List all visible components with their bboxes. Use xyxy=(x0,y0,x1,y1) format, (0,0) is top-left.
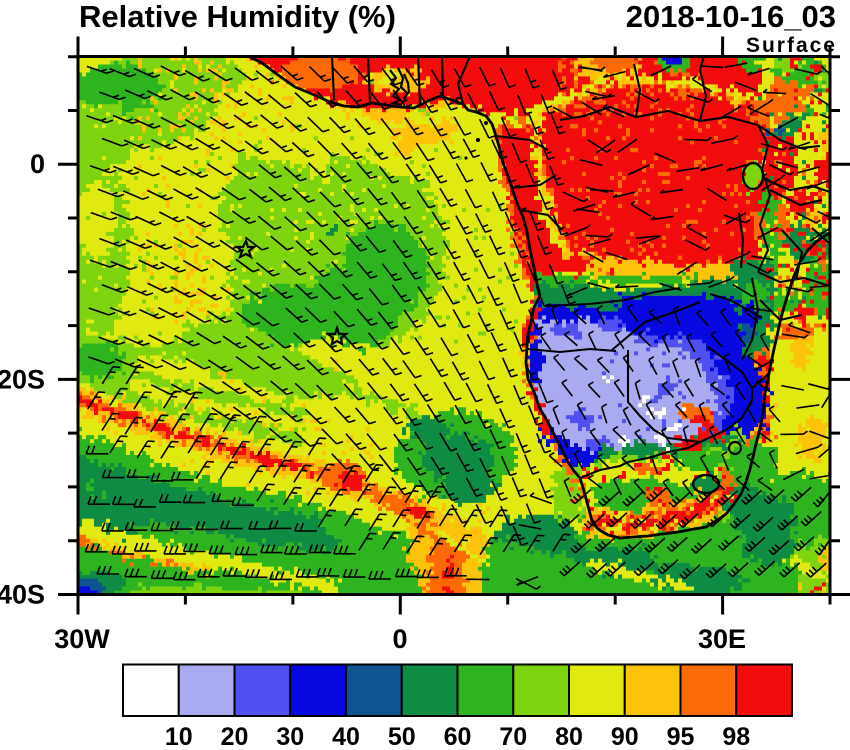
svg-text:50: 50 xyxy=(388,723,416,750)
svg-text:0: 0 xyxy=(392,624,407,654)
svg-text:Surface: Surface xyxy=(746,34,837,57)
svg-text:0: 0 xyxy=(30,149,45,179)
svg-text:30W: 30W xyxy=(54,624,110,654)
svg-text:20S: 20S xyxy=(0,364,45,394)
svg-text:Relative Humidity (%): Relative Humidity (%) xyxy=(79,0,396,34)
svg-text:98: 98 xyxy=(722,723,750,750)
svg-text:80: 80 xyxy=(555,723,583,750)
svg-text:30: 30 xyxy=(276,723,304,750)
svg-text:2018-10-16_03: 2018-10-16_03 xyxy=(626,0,836,34)
svg-text:60: 60 xyxy=(444,723,472,750)
svg-text:70: 70 xyxy=(499,723,527,750)
svg-text:40S: 40S xyxy=(0,579,45,609)
svg-text:20: 20 xyxy=(221,723,249,750)
svg-text:95: 95 xyxy=(667,723,695,750)
svg-text:30E: 30E xyxy=(698,624,746,654)
svg-text:90: 90 xyxy=(611,723,639,750)
svg-text:40: 40 xyxy=(332,723,360,750)
svg-text:10: 10 xyxy=(165,723,193,750)
